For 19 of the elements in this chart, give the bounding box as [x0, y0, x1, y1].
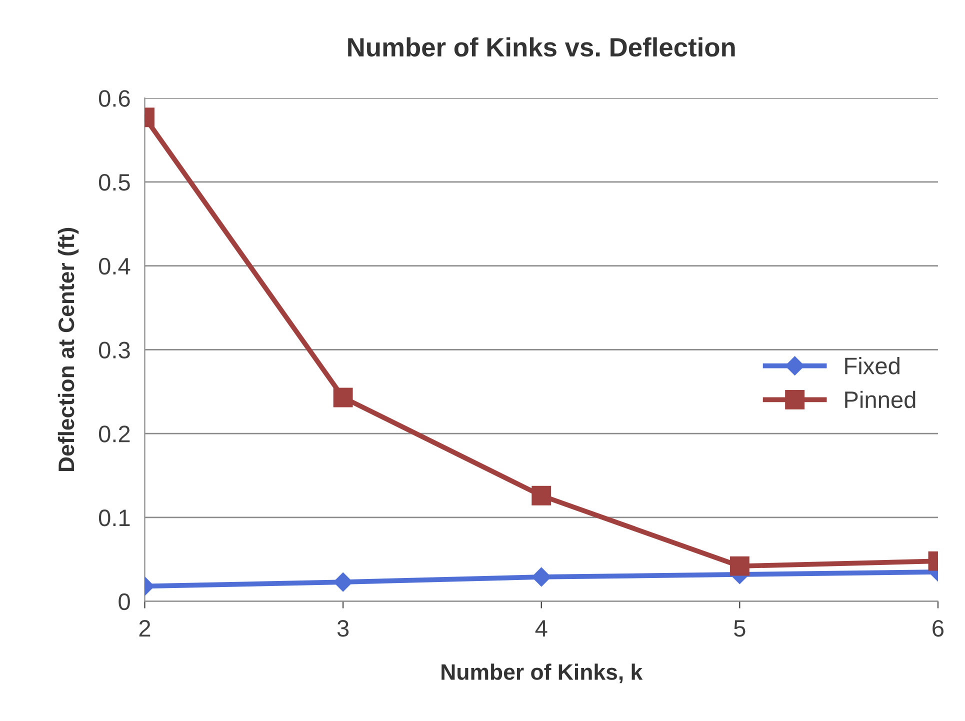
x-axis-title: Number of Kinks, k [442, 664, 643, 684]
y-tick-label: 0.3 [98, 342, 130, 358]
x-tick-label: 5 [734, 620, 746, 637]
point [532, 567, 551, 587]
y-tick-label: 0.2 [98, 426, 130, 442]
x-tick-label: 2 [139, 620, 150, 636]
y-tick-label: 0.4 [98, 258, 130, 275]
legend-label: Fixed [845, 357, 900, 374]
x-tick-label: 4 [535, 620, 548, 636]
y-tick-label: 0.5 [98, 174, 130, 191]
chart-title: Number of Kinks vs. Deflection [348, 37, 735, 57]
x-tick-label: 3 [337, 620, 349, 637]
y-tick-label: 0 [118, 593, 130, 610]
legend-label: Pinned [845, 390, 916, 408]
point [532, 486, 552, 506]
x-tick-label: 6 [932, 620, 944, 637]
y-axis-title: Deflection at Center (ft) [58, 228, 79, 472]
y-tick-label: 0.1 [98, 510, 130, 526]
y-tick-label: 0.6 [98, 90, 130, 107]
